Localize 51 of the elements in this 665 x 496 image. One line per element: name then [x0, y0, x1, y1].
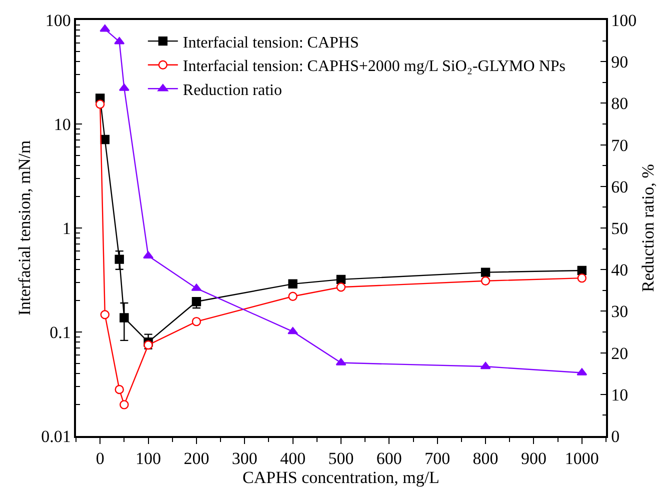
- y2-tick-label: 0: [611, 426, 620, 446]
- point: [192, 316, 202, 326]
- point: [336, 282, 346, 292]
- point: [120, 400, 129, 410]
- x-axis-title: CAPHS concentration, mg/L: [242, 468, 440, 488]
- x-tick-label: 600: [376, 449, 402, 468]
- point: [288, 292, 298, 301]
- x-tick-label: 200: [184, 449, 210, 468]
- point: [114, 254, 124, 264]
- y-tick-label: 0.1: [50, 322, 71, 342]
- y-tick-label: 10: [54, 114, 71, 134]
- x-tick-label: 100: [136, 449, 162, 468]
- y2-tick-label: 40: [611, 260, 628, 280]
- legend-label: Reduction ratio: [182, 82, 282, 99]
- y2-tick-label: 50: [611, 218, 628, 238]
- point: [100, 310, 110, 320]
- point: [100, 134, 110, 144]
- y-tick-label: 1: [62, 218, 71, 238]
- y-tick-label: 100: [45, 10, 71, 30]
- y2-tick-label: 80: [611, 94, 628, 114]
- y2-tick-label: 70: [611, 136, 628, 155]
- point: [95, 100, 105, 109]
- y2-tick-label: 20: [611, 344, 628, 363]
- x-tick-label: 700: [424, 449, 450, 468]
- y2-tick-label: 60: [611, 177, 628, 196]
- x-tick-label: 800: [472, 449, 498, 468]
- x-tick-label: 300: [232, 449, 258, 468]
- y2-tick-label: 30: [611, 302, 628, 322]
- y2-tick-label: 10: [611, 385, 628, 404]
- x-tick-label: 900: [520, 449, 546, 468]
- point: [192, 297, 202, 306]
- y2-axis-title: Reduction ratio, %: [638, 164, 658, 292]
- x-tick-label: 1000: [564, 449, 599, 468]
- point: [114, 384, 124, 394]
- point: [336, 274, 346, 284]
- point: [577, 273, 587, 283]
- point: [288, 279, 298, 289]
- y2-tick-label: 90: [611, 52, 628, 72]
- y-axis-title: Interfacial tension, mN/m: [15, 140, 34, 316]
- legend-label: Interfacial tension: CAPHS: [182, 34, 359, 52]
- point: [480, 276, 490, 286]
- x-tick-label: 0: [96, 449, 104, 468]
- x-tick-label: 500: [328, 449, 354, 468]
- x-tick-label: 400: [280, 449, 306, 468]
- point: [480, 268, 490, 277]
- y2-tick-label: 100: [611, 10, 637, 30]
- point: [120, 313, 129, 322]
- y-tick-label: 0.01: [41, 426, 71, 446]
- point: [577, 266, 587, 276]
- point: [144, 340, 153, 350]
- legend-label: Interfacial tension: CAPHS+2000 mg/L SiO₂-GLYMO NPs: [182, 58, 566, 76]
